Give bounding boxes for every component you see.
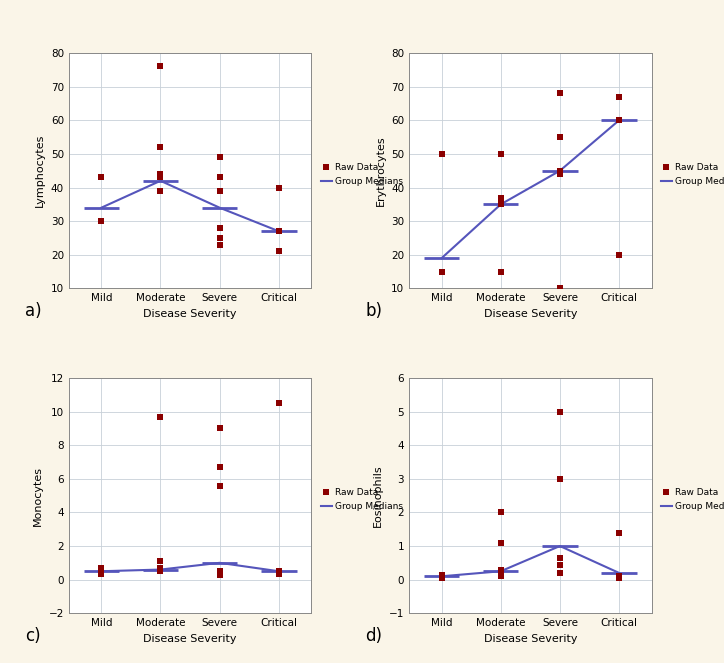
- Text: d): d): [366, 627, 382, 644]
- Y-axis label: Eosinophils: Eosinophils: [374, 464, 383, 527]
- Text: a): a): [25, 302, 42, 320]
- Legend: Raw Data, Group Medians: Raw Data, Group Medians: [321, 164, 403, 186]
- Legend: Raw Data, Group Medians: Raw Data, Group Medians: [321, 489, 403, 511]
- Y-axis label: Lymphocytes: Lymphocytes: [35, 134, 45, 208]
- Y-axis label: Monocytes: Monocytes: [33, 465, 43, 526]
- X-axis label: Disease Severity: Disease Severity: [143, 634, 237, 644]
- X-axis label: Disease Severity: Disease Severity: [484, 309, 577, 319]
- X-axis label: Disease Severity: Disease Severity: [484, 634, 577, 644]
- Text: b): b): [366, 302, 382, 320]
- Legend: Raw Data, Group Medians: Raw Data, Group Medians: [661, 164, 724, 186]
- Y-axis label: Erythrocytes: Erythrocytes: [376, 135, 385, 206]
- Text: c): c): [25, 627, 41, 644]
- Legend: Raw Data, Group Medians: Raw Data, Group Medians: [661, 489, 724, 511]
- X-axis label: Disease Severity: Disease Severity: [143, 309, 237, 319]
